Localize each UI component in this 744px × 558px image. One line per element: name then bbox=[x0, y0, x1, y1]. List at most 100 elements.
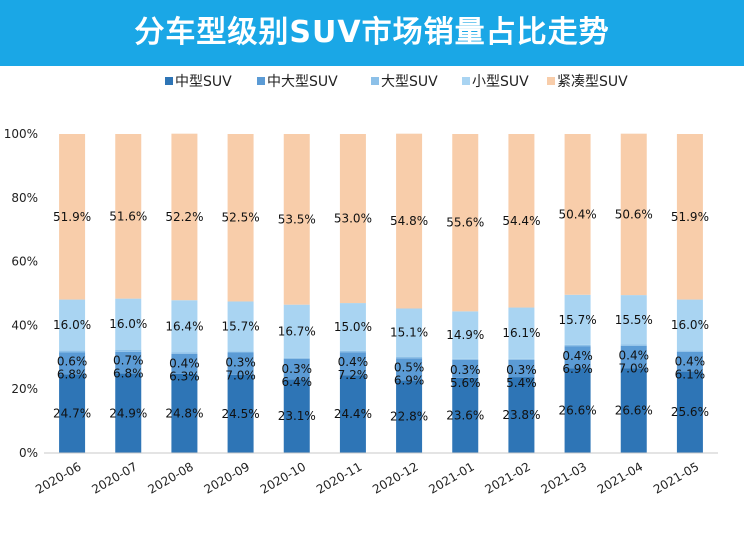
bar-segment bbox=[171, 373, 198, 453]
data-label: 6.9% bbox=[562, 362, 593, 376]
data-label: 22.8% bbox=[390, 410, 428, 424]
data-label: 23.8% bbox=[502, 408, 540, 422]
bar-segment bbox=[339, 350, 366, 353]
bar-segment bbox=[59, 374, 86, 453]
data-label: 6.8% bbox=[57, 368, 88, 382]
data-label: 7.2% bbox=[338, 368, 369, 382]
x-tick-label: 2021-02 bbox=[482, 459, 532, 496]
data-label: 50.4% bbox=[559, 207, 597, 221]
data-label: 0.4% bbox=[169, 357, 200, 371]
bar-segment bbox=[339, 352, 366, 376]
data-label: 55.6% bbox=[446, 216, 484, 230]
data-label: 0.7% bbox=[113, 354, 144, 368]
bars: 24.7%6.8%0.6%16.0%51.9%24.9%6.8%0.7%16.0… bbox=[53, 133, 709, 453]
data-label: 24.8% bbox=[165, 406, 203, 420]
chart-title: 分车型级别SUV市场销量占比走势 bbox=[134, 15, 610, 50]
y-tick-label: 40% bbox=[11, 318, 38, 332]
x-tick-label: 2021-01 bbox=[426, 459, 476, 496]
bar-segment bbox=[564, 134, 591, 295]
bar-segment bbox=[115, 351, 142, 374]
data-label: 6.4% bbox=[282, 375, 313, 389]
bar-segment bbox=[452, 377, 479, 453]
bar-segment bbox=[396, 358, 423, 381]
x-tick-label: 2021-03 bbox=[539, 459, 589, 496]
data-label: 0.3% bbox=[282, 362, 313, 376]
data-label: 7.0% bbox=[619, 362, 650, 376]
data-label: 54.4% bbox=[502, 214, 540, 228]
data-label: 26.6% bbox=[559, 404, 597, 418]
data-label: 15.0% bbox=[334, 320, 372, 334]
data-label: 26.6% bbox=[615, 404, 653, 418]
data-label: 15.5% bbox=[615, 313, 653, 327]
bar-segment bbox=[171, 300, 198, 353]
bar-segment bbox=[59, 352, 86, 375]
bar-segment bbox=[283, 379, 310, 453]
y-tick-label: 100% bbox=[4, 127, 38, 141]
bar-segment bbox=[171, 352, 198, 354]
bar-segment bbox=[283, 304, 310, 358]
bar-segment bbox=[171, 133, 198, 301]
bar-segment bbox=[452, 359, 479, 378]
bar-segment bbox=[396, 133, 423, 309]
bar-segment bbox=[59, 134, 86, 300]
bar-segment bbox=[227, 301, 254, 352]
bar-segment bbox=[676, 351, 703, 372]
y-axis: 0% 20% 40% 60% 80% 100% bbox=[4, 127, 38, 460]
bar-segment bbox=[564, 368, 591, 453]
bar-segment bbox=[508, 307, 535, 359]
data-label: 51.9% bbox=[53, 210, 91, 224]
bar-segment bbox=[227, 374, 254, 453]
bar-segment bbox=[171, 353, 198, 374]
bar-segment bbox=[396, 356, 423, 359]
legend-label: 大型SUV bbox=[381, 74, 438, 90]
legend-label: 紧凑型SUV bbox=[557, 73, 628, 90]
x-tick-label: 2020-10 bbox=[258, 459, 308, 496]
data-label: 52.5% bbox=[222, 211, 260, 225]
data-label: 23.1% bbox=[278, 409, 316, 423]
data-label: 6.9% bbox=[394, 374, 425, 388]
title-banner: 分车型级别SUV市场销量占比走势 bbox=[0, 0, 744, 66]
data-label: 16.0% bbox=[109, 317, 147, 331]
bar-segment bbox=[339, 375, 366, 453]
legend-swatch bbox=[547, 77, 555, 85]
bar-segment bbox=[620, 295, 647, 345]
data-label: 51.9% bbox=[671, 210, 709, 224]
data-label: 16.0% bbox=[671, 318, 709, 332]
bar-segment bbox=[59, 350, 86, 353]
data-label: 24.9% bbox=[109, 406, 147, 420]
data-label: 0.3% bbox=[506, 363, 537, 377]
data-label: 0.3% bbox=[450, 363, 481, 377]
x-tick-label: 2021-05 bbox=[651, 459, 701, 496]
bar-segment bbox=[676, 350, 703, 352]
data-label: 23.6% bbox=[446, 408, 484, 422]
data-label: 15.7% bbox=[559, 313, 597, 327]
data-label: 52.2% bbox=[165, 210, 203, 224]
y-tick-label: 80% bbox=[11, 191, 38, 205]
data-label: 7.0% bbox=[225, 369, 256, 383]
bar-segment bbox=[227, 134, 254, 302]
bar-segment bbox=[620, 345, 647, 369]
x-tick-label: 2020-11 bbox=[314, 459, 364, 496]
y-tick-label: 60% bbox=[11, 255, 38, 269]
bar-segment bbox=[508, 377, 535, 453]
bar-segment bbox=[396, 308, 423, 357]
legend-label: 中大型SUV bbox=[267, 74, 338, 90]
data-label: 6.8% bbox=[113, 367, 144, 381]
x-tick-label: 2020-12 bbox=[370, 459, 420, 496]
data-label: 6.3% bbox=[169, 370, 200, 384]
data-label: 50.6% bbox=[615, 207, 653, 221]
data-label: 15.7% bbox=[222, 320, 260, 334]
bar-segment bbox=[452, 358, 479, 360]
data-label: 53.0% bbox=[334, 212, 372, 226]
data-label: 5.6% bbox=[450, 376, 481, 390]
bar-segment bbox=[508, 358, 535, 360]
bar-segment bbox=[564, 346, 591, 369]
legend-label: 中型SUV bbox=[175, 74, 232, 90]
x-tick-label: 2021-04 bbox=[595, 459, 645, 496]
data-label: 51.6% bbox=[109, 209, 147, 223]
data-label: 54.8% bbox=[390, 214, 428, 228]
data-label: 24.4% bbox=[334, 407, 372, 421]
x-tick-label: 2020-08 bbox=[145, 459, 195, 496]
bar-segment bbox=[564, 344, 591, 347]
